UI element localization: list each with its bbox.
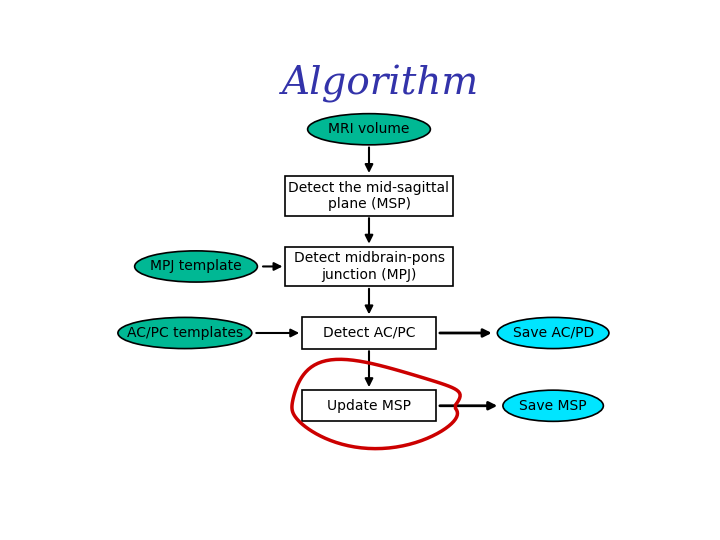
Text: Algorithm: Algorithm [282, 64, 479, 103]
Text: Detect the mid-sagittal
plane (MSP): Detect the mid-sagittal plane (MSP) [289, 181, 449, 211]
Text: Save AC/PD: Save AC/PD [513, 326, 594, 340]
Text: Detect midbrain-pons
junction (MPJ): Detect midbrain-pons junction (MPJ) [294, 251, 444, 281]
FancyBboxPatch shape [285, 247, 453, 286]
Ellipse shape [118, 318, 252, 349]
Text: Detect AC/PC: Detect AC/PC [323, 326, 415, 340]
Ellipse shape [307, 113, 431, 145]
Ellipse shape [135, 251, 258, 282]
Ellipse shape [503, 390, 603, 421]
FancyBboxPatch shape [302, 390, 436, 421]
Text: Update MSP: Update MSP [327, 399, 411, 413]
Text: MRI volume: MRI volume [328, 122, 410, 136]
Text: AC/PC templates: AC/PC templates [127, 326, 243, 340]
Ellipse shape [498, 318, 609, 349]
FancyBboxPatch shape [285, 176, 453, 215]
Text: MPJ template: MPJ template [150, 259, 242, 273]
FancyBboxPatch shape [302, 318, 436, 349]
Text: Save MSP: Save MSP [519, 399, 587, 413]
